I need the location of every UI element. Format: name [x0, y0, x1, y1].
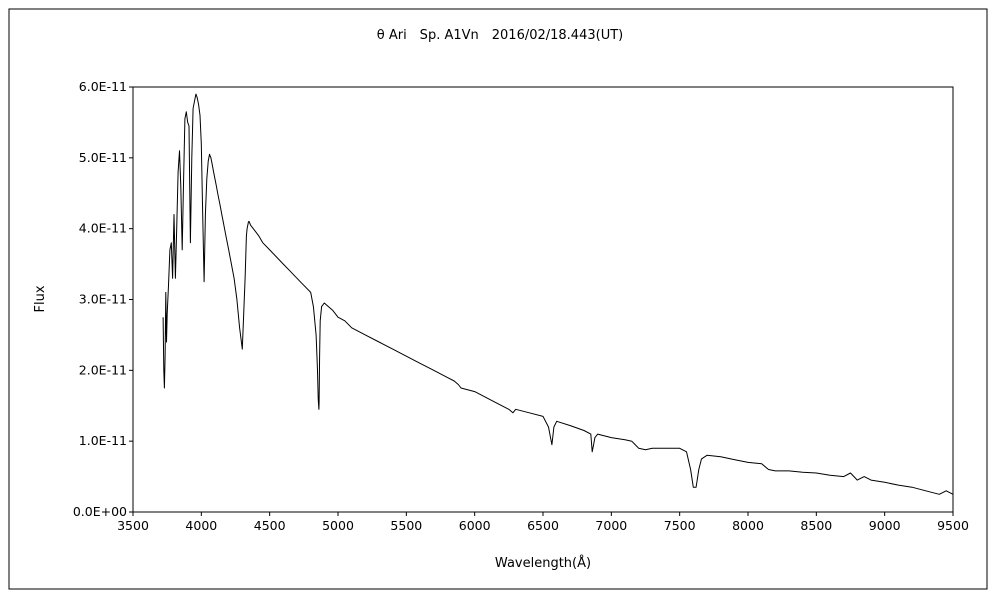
x-tick-label: 9500 [937, 518, 969, 533]
x-tick-label: 4000 [185, 518, 217, 533]
y-tick-label: 1.0E-11 [79, 433, 127, 448]
x-tick-label: 5500 [390, 518, 422, 533]
spectrum-line [162, 93, 954, 495]
x-tick-label: 8000 [732, 518, 764, 533]
y-tick-label: 6.0E-11 [79, 79, 127, 94]
y-axis-title: Flux [33, 285, 48, 312]
chart-title: θ Ari Sp. A1Vn 2016/02/18.443(UT) [377, 28, 623, 43]
x-tick-label: 5000 [322, 518, 354, 533]
y-axis: 0.0E+00 1.0E-11 2.0E-11 3.0E-11 4.0E-11 5.0E-… [73, 79, 133, 519]
y-tick-label: 5.0E-11 [79, 150, 127, 165]
series-layer [162, 93, 954, 495]
y-tick-label: 0.0E+00 [73, 504, 127, 519]
x-axis-title: Wavelength(Å) [495, 555, 591, 571]
x-axis: 3500 4000 4500 5000 5500 6000 6500 7000 7500 8000… [117, 512, 969, 533]
outer-frame [8, 8, 988, 590]
x-tick-label: 8500 [800, 518, 832, 533]
x-tick-label: 6500 [527, 518, 559, 533]
y-tick-label: 3.0E-11 [79, 292, 127, 307]
x-tick-label: 7000 [595, 518, 627, 533]
y-tick-label: 4.0E-11 [79, 221, 127, 236]
x-tick-label: 9000 [869, 518, 901, 533]
x-tick-label: 3500 [117, 518, 149, 533]
x-tick-label: 6000 [459, 518, 491, 533]
y-tick-label: 2.0E-11 [79, 362, 127, 377]
x-tick-label: 7500 [664, 518, 696, 533]
x-tick-label: 4500 [254, 518, 286, 533]
